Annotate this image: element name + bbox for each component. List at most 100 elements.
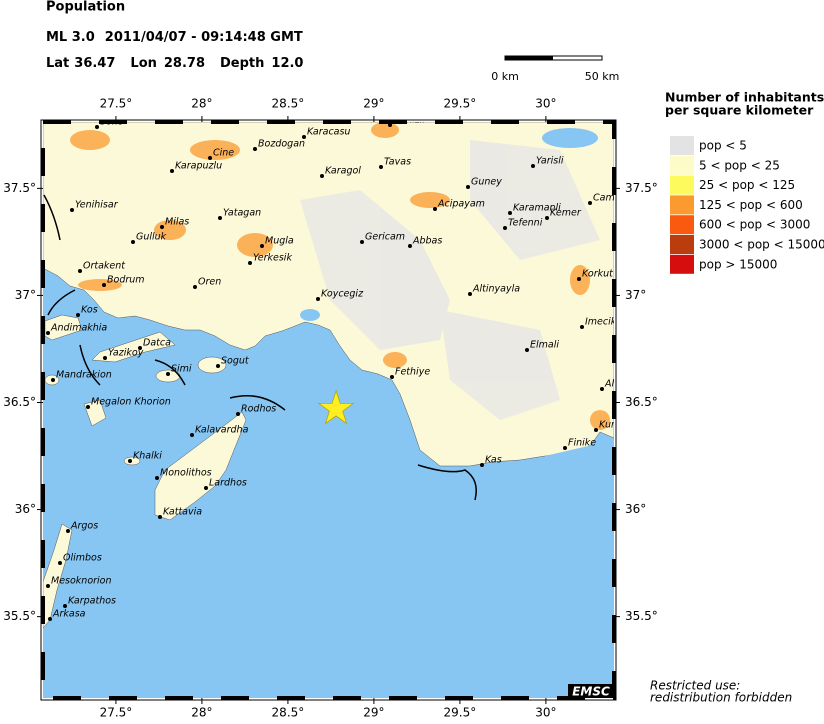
place-dot — [433, 207, 437, 211]
place-label: Rodhos — [241, 404, 276, 415]
place-label: Yatagan — [223, 208, 261, 219]
legend-label: 25 < pop < 125 — [699, 178, 795, 192]
place-label: Tavas — [384, 157, 411, 168]
y-tick-label: 37° — [625, 288, 646, 302]
place-dot — [253, 147, 257, 151]
place-label: Mugla — [265, 236, 294, 247]
place-label: Mesoknorion — [51, 576, 112, 587]
place-dot — [525, 348, 529, 352]
legend-label: 125 < pop < 600 — [699, 198, 803, 212]
place-dot — [155, 476, 159, 480]
location-line: Lat 36.47 Lon 28.78 Depth 12.0 — [46, 56, 303, 71]
place-label: Argos — [70, 521, 98, 532]
place-label: Arkasa — [52, 609, 86, 620]
depth-value: 12.0 — [271, 56, 303, 71]
place-label: Yazikoy — [108, 348, 144, 359]
peninsula — [91, 331, 176, 363]
place-label: Sogut — [221, 356, 250, 367]
y-tick-label: 36.5° — [3, 395, 36, 409]
place-dot — [379, 165, 383, 169]
place-label: Andimakhia — [50, 323, 107, 334]
x-tick-label: 28.5° — [272, 706, 305, 720]
x-tick-label: 30° — [535, 97, 556, 111]
place-label: Yerkesik — [253, 253, 292, 264]
place-label: Monolithos — [160, 468, 212, 479]
place-dot — [248, 261, 252, 265]
place-dot — [503, 226, 507, 230]
scale-bar: 0 km 50 km — [491, 55, 620, 83]
place-label: Simi — [171, 364, 192, 375]
legend-title: per square kilometer — [665, 103, 814, 118]
title: Population — [46, 0, 125, 15]
place-dot — [480, 463, 484, 467]
place-label: Al — [604, 379, 614, 390]
place-label: Kattavia — [163, 507, 202, 518]
island — [154, 411, 247, 521]
place-label: Olimbos — [63, 553, 102, 564]
y-tick-label: 37.5° — [3, 181, 36, 195]
epicenter — [317, 389, 355, 425]
sea — [545, 440, 614, 500]
place-dot — [158, 515, 162, 519]
place-dot — [588, 201, 592, 205]
place-dot — [86, 405, 90, 409]
scale-start: 0 km — [491, 70, 519, 83]
place-label: Imecik — [585, 317, 617, 328]
place-dot — [46, 331, 50, 335]
footer: Restricted use: — [650, 679, 740, 693]
place-label: Yenihisar — [75, 200, 119, 211]
place-label: Ortakent — [83, 261, 126, 272]
place-dot — [46, 584, 50, 588]
place-dot — [466, 185, 470, 189]
scale-bar-fill — [505, 56, 553, 60]
fault-lines — [43, 194, 477, 501]
y-tick-label: 35.5° — [625, 609, 658, 623]
place-dot — [204, 486, 208, 490]
footer: redistribution forbidden — [650, 691, 792, 705]
place-label: Datca — [143, 338, 171, 349]
place-dot — [408, 244, 412, 248]
place-dot — [51, 378, 55, 382]
map-frame — [37, 116, 620, 704]
x-tick-label: 29° — [363, 706, 384, 720]
place-label: Mandrakion — [56, 370, 112, 381]
x-tick-label: 27.5° — [100, 97, 133, 111]
place-label: Denizli — [393, 115, 425, 126]
place-dot — [531, 164, 535, 168]
place-dot — [600, 387, 604, 391]
island — [197, 356, 227, 374]
legend-label: pop > 15000 — [699, 257, 777, 271]
place-dot — [468, 292, 472, 296]
place-dot — [577, 277, 581, 281]
x-tick-label: 28° — [191, 97, 212, 111]
place-dot — [102, 283, 106, 287]
legend-label: 3000 < pop < 15000 — [699, 238, 824, 252]
place-dot — [131, 240, 135, 244]
x-tick-label: 29° — [363, 97, 384, 111]
scale-end: 50 km — [585, 70, 620, 83]
legend-swatch — [670, 254, 694, 274]
place-label: Oren — [198, 277, 221, 288]
low-density-areas — [300, 140, 600, 420]
place-dot — [594, 428, 598, 432]
legend-label: pop < 5 — [699, 139, 747, 153]
x-tick-label: 30° — [535, 706, 556, 720]
place-label: Bozdogan — [258, 139, 305, 150]
place-dot — [236, 412, 240, 416]
legend-label: 600 < pop < 3000 — [699, 218, 810, 232]
y-tick-label: 36° — [625, 502, 646, 516]
place-label: Abbas — [412, 236, 442, 247]
place-label: Karamanli — [513, 203, 561, 214]
magnitude: ML 3.0 — [46, 30, 95, 45]
place-label: Elmali — [530, 340, 559, 351]
place-dot — [70, 208, 74, 212]
x-tick-label: 28° — [191, 706, 212, 720]
y-tick-label: 36° — [15, 502, 36, 516]
place-dot — [218, 216, 222, 220]
place-dot — [138, 346, 142, 350]
place-dot — [190, 433, 194, 437]
legend-title: Number of inhabitants — [665, 90, 824, 105]
legend-swatch — [670, 195, 694, 215]
x-tick-label: 27.5° — [100, 706, 133, 720]
